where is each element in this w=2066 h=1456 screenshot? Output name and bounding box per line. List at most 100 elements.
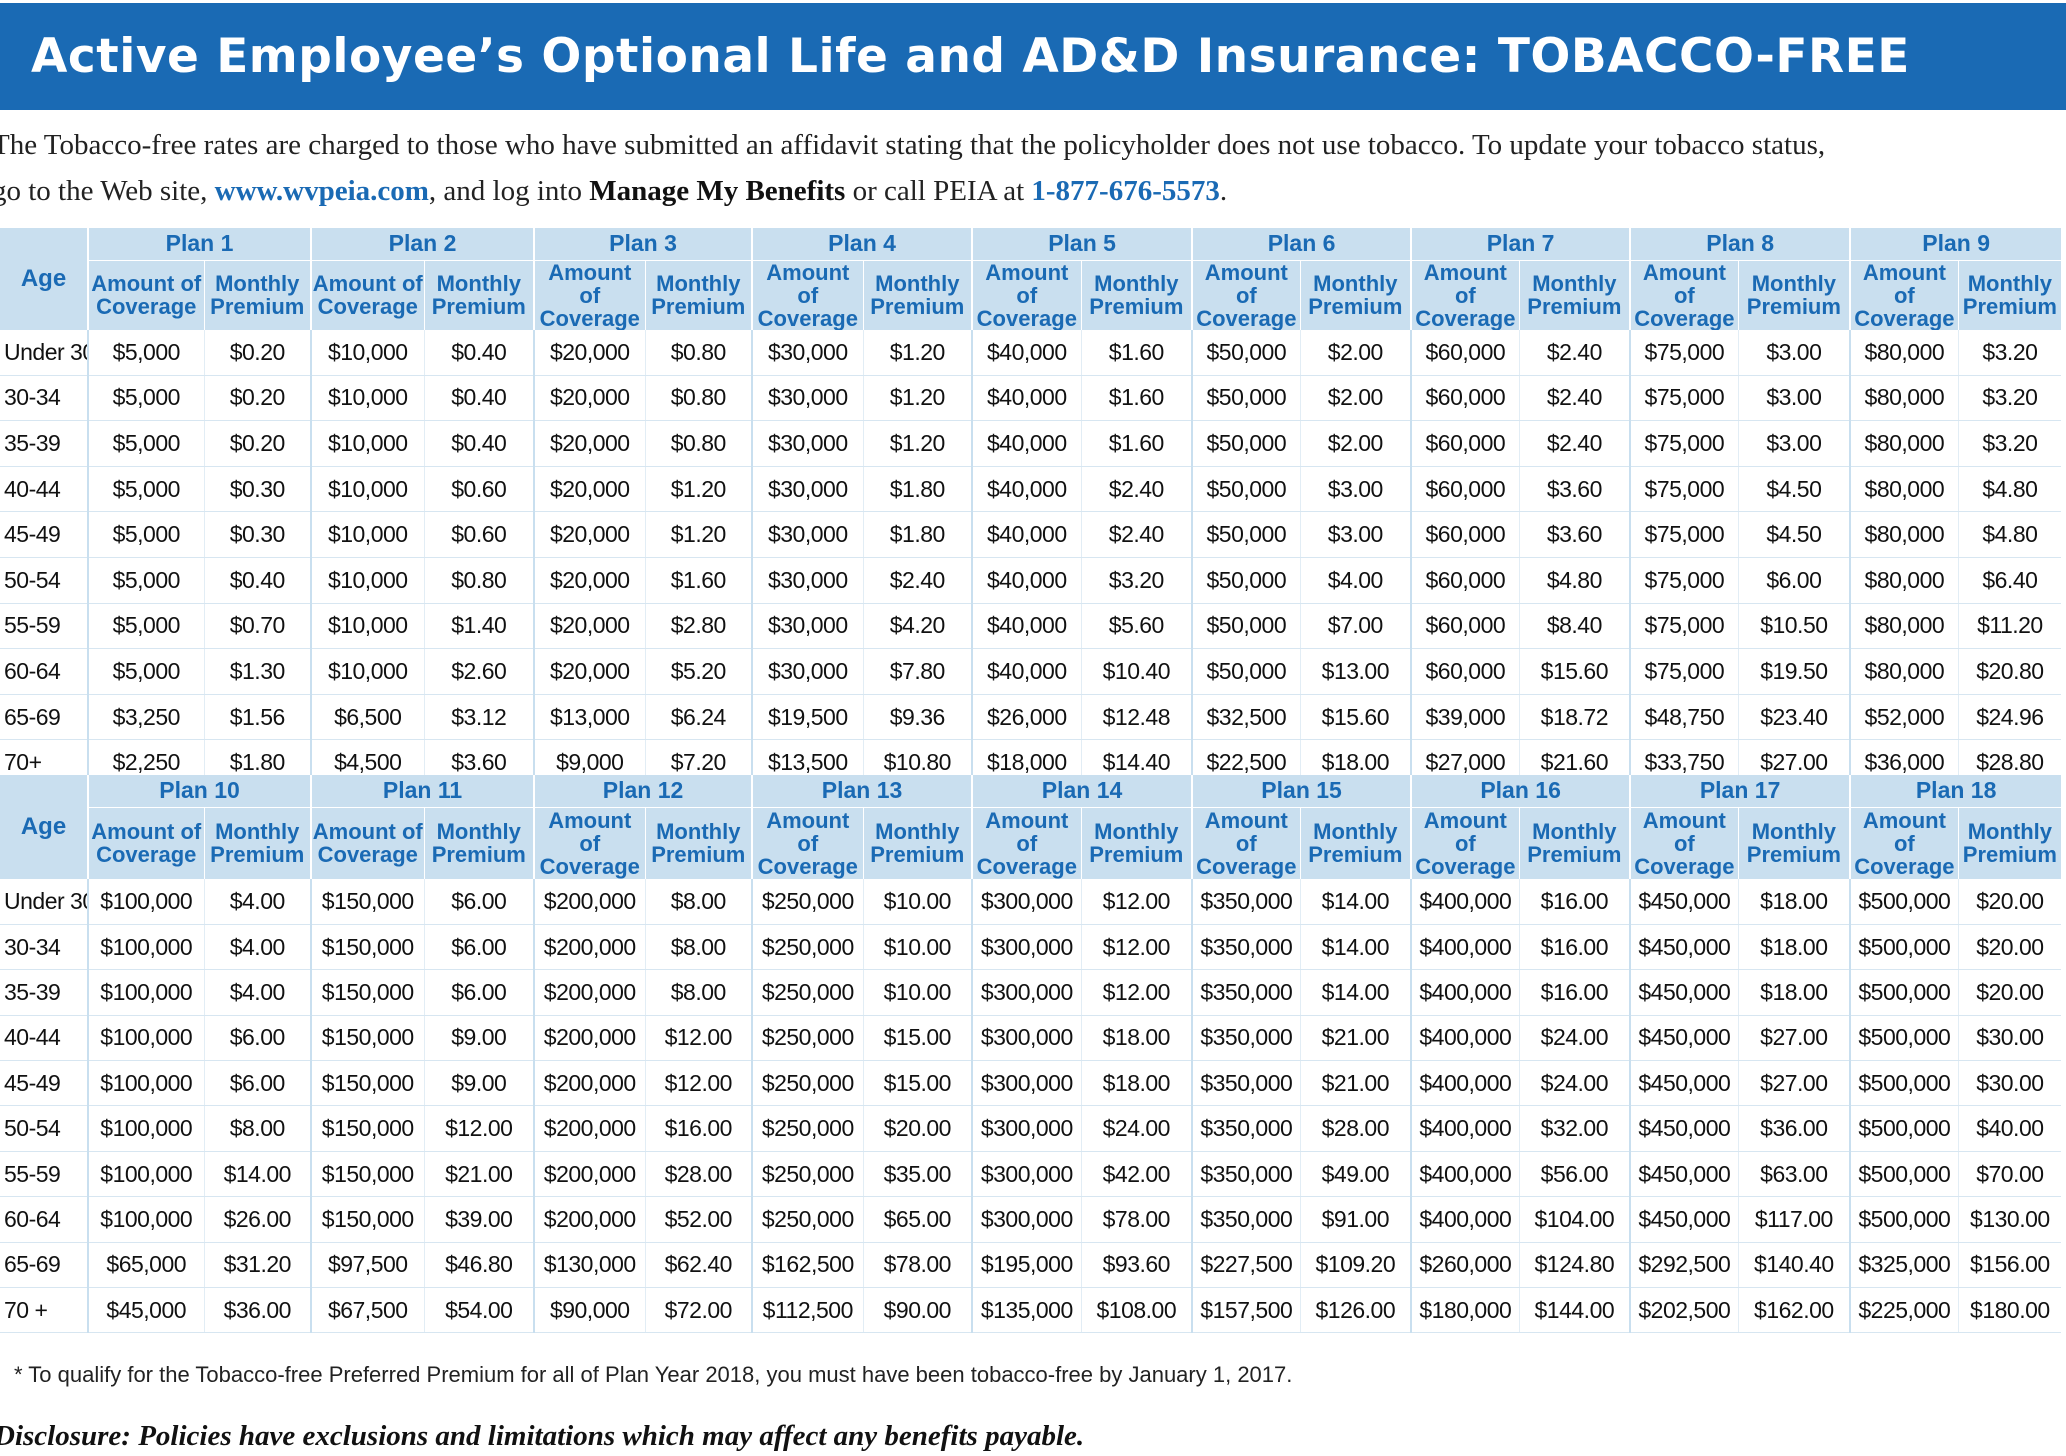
coverage-cell: $400,000 xyxy=(1410,1015,1520,1062)
plan-header: Plan 4 xyxy=(751,228,973,261)
premium-cell: $4.20 xyxy=(862,603,973,650)
coverage-cell: $50,000 xyxy=(1191,329,1301,376)
coverage-cell: $10,000 xyxy=(310,511,425,558)
coverage-cell: $90,000 xyxy=(533,1287,646,1334)
amount-of-coverage-header: Amount of Coverage xyxy=(1629,807,1739,879)
coverage-cell: $40,000 xyxy=(971,648,1082,695)
premium-cell: $16.00 xyxy=(1518,924,1631,971)
coverage-cell: $350,000 xyxy=(1191,879,1301,925)
premium-cell: $12.00 xyxy=(423,1105,535,1152)
premium-cell: $3.20 xyxy=(1957,420,2062,467)
amount-of-coverage-header: Amount of Coverage xyxy=(1191,260,1301,330)
coverage-cell: $500,000 xyxy=(1849,1196,1959,1243)
coverage-cell: $30,000 xyxy=(751,648,864,695)
monthly-premium-header: Monthly Premium xyxy=(1737,260,1851,330)
table-row: 30-34 $5,000 $0.20 $10,000 $0.40 $20,000 $0.80… xyxy=(0,375,2062,422)
premium-cell: $4.80 xyxy=(1957,466,2062,513)
premium-cell: $1.80 xyxy=(862,511,973,558)
coverage-cell: $65,000 xyxy=(87,1242,204,1289)
coverage-cell: $400,000 xyxy=(1410,1105,1520,1152)
premium-cell: $1.60 xyxy=(1080,420,1193,467)
monthly-premium-header: Monthly Premium xyxy=(1518,807,1631,879)
premium-cell: $2.00 xyxy=(1299,420,1412,467)
premium-cell: $28.00 xyxy=(644,1151,753,1198)
age-cell: 65-69 xyxy=(0,1242,88,1289)
amount-of-coverage-header: Amount of Coverage xyxy=(87,807,204,879)
premium-cell: $1.60 xyxy=(1080,375,1193,422)
monthly-premium-header: Monthly Premium xyxy=(1080,260,1193,330)
table-row: 70 + $45,000 $36.00 $67,500 $54.00 $90,000 $72… xyxy=(0,1287,2062,1334)
coverage-cell: $80,000 xyxy=(1849,648,1959,695)
coverage-cell: $112,500 xyxy=(751,1287,864,1334)
website-link[interactable]: www.wvpeia.com xyxy=(214,175,429,207)
amount-of-coverage-header: Amount of Coverage xyxy=(1849,260,1959,330)
coverage-cell: $300,000 xyxy=(971,879,1082,925)
coverage-cell: $500,000 xyxy=(1849,1060,1959,1107)
premium-cell: $18.00 xyxy=(1737,879,1851,925)
premium-cell: $9.00 xyxy=(423,1060,535,1107)
amount-of-coverage-header: Amount of Coverage xyxy=(310,807,425,879)
premium-cell: $4.00 xyxy=(203,924,312,971)
coverage-cell: $10,000 xyxy=(310,603,425,650)
premium-cell: $0.80 xyxy=(423,557,535,604)
age-cell: 40-44 xyxy=(0,466,88,513)
coverage-cell: $200,000 xyxy=(533,879,646,925)
coverage-cell: $40,000 xyxy=(971,420,1082,467)
coverage-cell: $150,000 xyxy=(310,969,425,1016)
premium-cell: $4.00 xyxy=(1299,557,1412,604)
premium-cell: $3.20 xyxy=(1080,557,1193,604)
premium-cell: $124.80 xyxy=(1518,1242,1631,1289)
age-cell: 55-59 xyxy=(0,1151,88,1198)
coverage-cell: $80,000 xyxy=(1849,466,1959,513)
monthly-premium-header: Monthly Premium xyxy=(423,807,535,879)
coverage-cell: $300,000 xyxy=(971,924,1082,971)
premium-cell: $32.00 xyxy=(1518,1105,1631,1152)
premium-cell: $39.00 xyxy=(423,1196,535,1243)
premium-cell: $21.00 xyxy=(1299,1060,1412,1107)
coverage-cell: $60,000 xyxy=(1410,648,1520,695)
table-row: 65-69 $65,000 $31.20 $97,500 $46.80 $130,000 $… xyxy=(0,1242,2062,1289)
premium-cell: $54.00 xyxy=(423,1287,535,1334)
premium-cell: $1.60 xyxy=(1080,329,1193,376)
coverage-cell: $300,000 xyxy=(971,969,1082,1016)
premium-cell: $18.00 xyxy=(1737,924,1851,971)
coverage-cell: $150,000 xyxy=(310,879,425,925)
premium-cell: $12.00 xyxy=(644,1015,753,1062)
coverage-cell: $60,000 xyxy=(1410,557,1520,604)
phone-link[interactable]: 1-877-676-5573 xyxy=(1031,175,1220,207)
coverage-cell: $40,000 xyxy=(971,329,1082,376)
coverage-cell: $50,000 xyxy=(1191,557,1301,604)
coverage-cell: $20,000 xyxy=(533,329,646,376)
coverage-cell: $80,000 xyxy=(1849,420,1959,467)
coverage-cell: $50,000 xyxy=(1191,375,1301,422)
premium-cell: $62.40 xyxy=(644,1242,753,1289)
age-cell: 65-69 xyxy=(0,694,88,741)
coverage-cell: $100,000 xyxy=(87,1015,204,1062)
plan-header: Plan 13 xyxy=(751,775,973,808)
premium-cell: $7.80 xyxy=(862,648,973,695)
premium-cell: $91.00 xyxy=(1299,1196,1412,1243)
coverage-cell: $157,500 xyxy=(1191,1287,1301,1334)
premium-cell: $16.00 xyxy=(1518,879,1631,925)
coverage-cell: $40,000 xyxy=(971,466,1082,513)
monthly-premium-header: Monthly Premium xyxy=(1080,807,1193,879)
coverage-cell: $300,000 xyxy=(971,1105,1082,1152)
premium-cell: $1.20 xyxy=(862,375,973,422)
coverage-cell: $200,000 xyxy=(533,969,646,1016)
premium-cell: $46.80 xyxy=(423,1242,535,1289)
premium-cell: $24.00 xyxy=(1518,1060,1631,1107)
premium-cell: $23.40 xyxy=(1737,694,1851,741)
plan-header: Plan 5 xyxy=(971,228,1193,261)
table-row: 55-59 $100,000 $14.00 $150,000 $21.00 $200,00… xyxy=(0,1151,2062,1198)
monthly-premium-header: Monthly Premium xyxy=(203,260,312,330)
premium-cell: $10.00 xyxy=(862,879,973,925)
coverage-cell: $250,000 xyxy=(751,1105,864,1152)
coverage-cell: $250,000 xyxy=(751,924,864,971)
premium-cell: $144.00 xyxy=(1518,1287,1631,1334)
coverage-cell: $32,500 xyxy=(1191,694,1301,741)
premium-cell: $109.20 xyxy=(1299,1242,1412,1289)
premium-cell: $6.24 xyxy=(644,694,753,741)
table-row: 45-49 $5,000 $0.30 $10,000 $0.60 $20,000 $1.20… xyxy=(0,511,2062,558)
premium-cell: $162.00 xyxy=(1737,1287,1851,1334)
table-row: 30-34 $100,000 $4.00 $150,000 $6.00 $200,000 $… xyxy=(0,924,2062,971)
